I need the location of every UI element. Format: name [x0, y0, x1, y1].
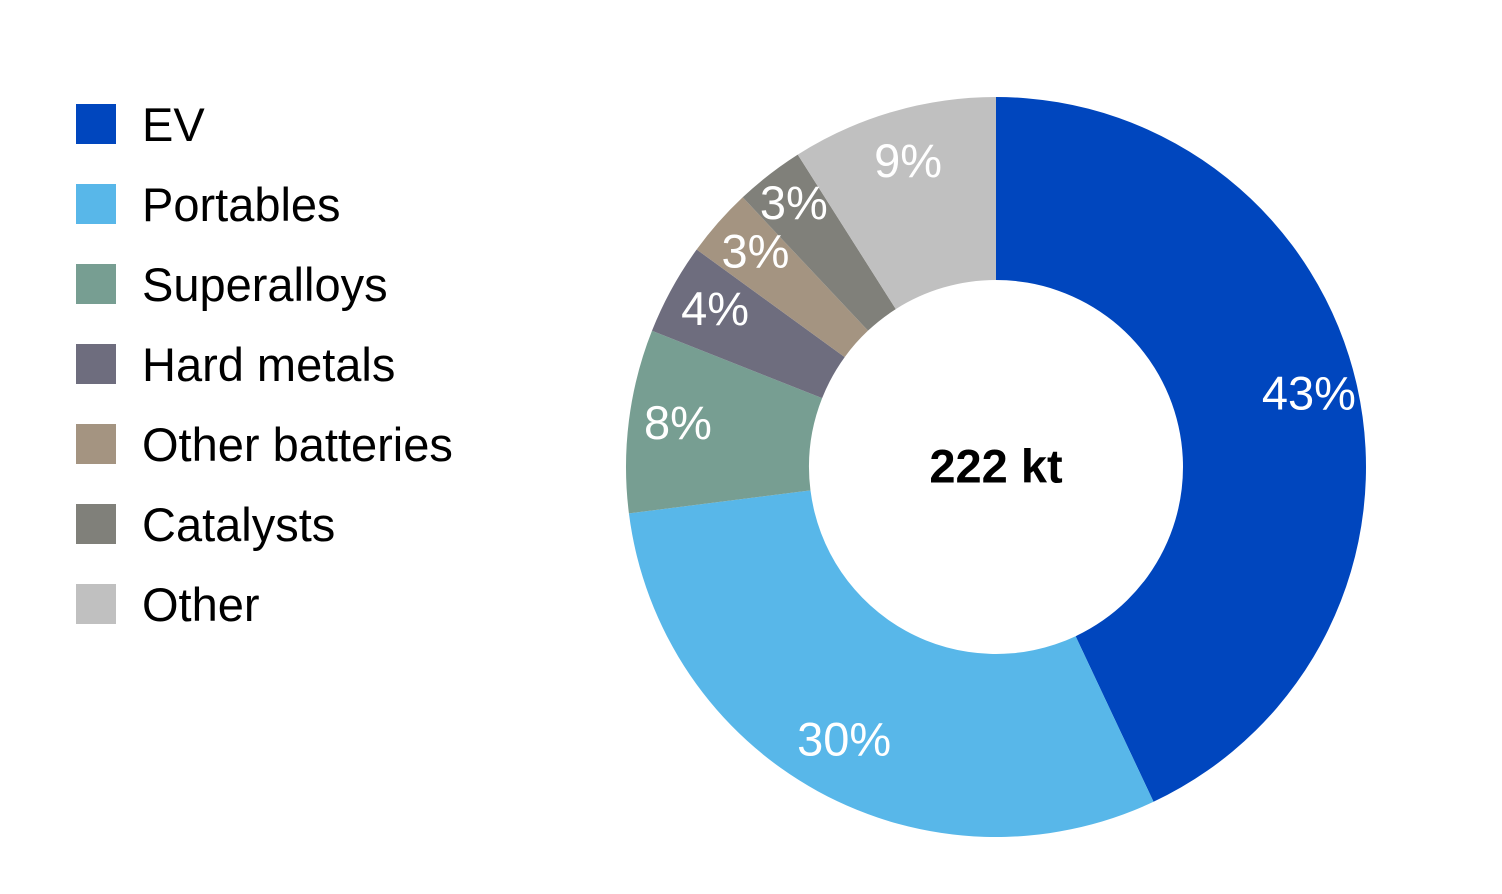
legend-swatch: [76, 104, 116, 144]
legend-item-portables: Portables: [76, 164, 453, 244]
legend-label: EV: [142, 97, 205, 151]
donut-slice-other-batteries: [696, 197, 868, 358]
donut-slice-portables: [628, 490, 1154, 838]
legend-swatch: [76, 504, 116, 544]
legend-item-other: Other: [76, 564, 453, 644]
legend-item-other-batteries: Other batteries: [76, 404, 453, 484]
donut-slice-catalysts: [742, 154, 896, 331]
donut-slice-hard-metals: [651, 249, 845, 399]
legend-label: Other batteries: [142, 417, 453, 471]
legend-swatch: [76, 264, 116, 304]
donut-slices: [626, 97, 1366, 838]
legend-item-ev: EV: [76, 84, 453, 164]
donut-slice-other: [797, 97, 996, 310]
legend-item-hard-metals: Hard metals: [76, 324, 453, 404]
slice-data-label: 3%: [722, 224, 790, 277]
slice-data-label: 9%: [874, 134, 942, 187]
legend-label: Superalloys: [142, 257, 388, 311]
legend-label: Portables: [142, 177, 341, 231]
legend-swatch: [76, 344, 116, 384]
slice-data-label: 43%: [1262, 366, 1356, 419]
chart-legend: EV Portables Superalloys Hard metals Oth…: [76, 84, 453, 644]
legend-label: Catalysts: [142, 497, 336, 551]
slice-data-label: 30%: [797, 713, 891, 766]
legend-label: Hard metals: [142, 337, 396, 391]
legend-swatch: [76, 424, 116, 464]
donut-slice-labels: 43% 30% 8% 4%3%3% 9%: [644, 134, 1356, 766]
donut-center-label: 222 kt: [929, 439, 1063, 492]
legend-item-catalysts: Catalysts: [76, 484, 453, 564]
legend-label: Other: [142, 577, 260, 631]
legend-swatch: [76, 584, 116, 624]
legend-item-superalloys: Superalloys: [76, 244, 453, 324]
legend-swatch: [76, 184, 116, 224]
slice-data-label: 3%: [760, 176, 828, 229]
donut-slice-ev: [996, 97, 1366, 802]
slice-data-label: 8%: [644, 396, 712, 449]
slice-data-label: 4%: [681, 282, 749, 335]
donut-slice-superalloys: [626, 330, 823, 514]
